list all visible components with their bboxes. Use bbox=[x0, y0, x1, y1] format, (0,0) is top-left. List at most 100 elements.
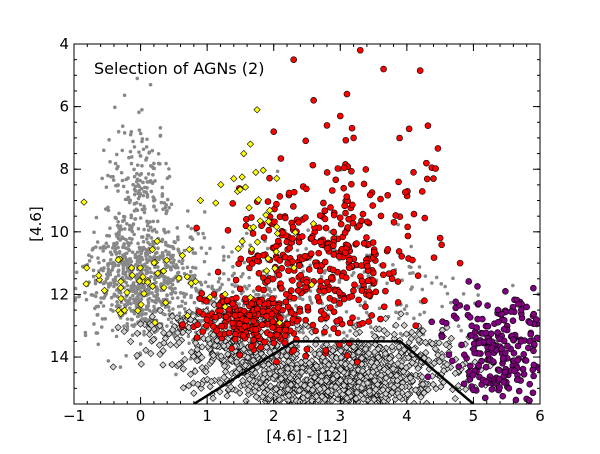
data-point bbox=[283, 315, 288, 319]
data-point bbox=[489, 358, 497, 365]
data-point bbox=[175, 360, 183, 368]
data-point bbox=[322, 347, 330, 354]
data-point bbox=[181, 266, 185, 270]
data-point bbox=[405, 125, 413, 133]
data-point bbox=[264, 198, 272, 205]
data-point bbox=[389, 365, 397, 373]
data-point bbox=[116, 273, 121, 278]
data-point bbox=[223, 392, 231, 400]
data-point bbox=[232, 271, 236, 276]
data-point bbox=[336, 300, 343, 307]
data-point bbox=[239, 377, 247, 385]
data-point bbox=[124, 275, 129, 280]
data-point bbox=[368, 312, 376, 319]
data-point bbox=[395, 343, 403, 351]
data-point bbox=[475, 339, 483, 347]
data-point bbox=[134, 179, 139, 184]
data-point bbox=[220, 282, 224, 287]
data-point bbox=[164, 249, 168, 253]
data-point bbox=[456, 324, 461, 328]
data-point bbox=[421, 338, 430, 347]
data-point bbox=[129, 301, 133, 306]
data-point bbox=[380, 327, 388, 335]
data-point bbox=[195, 308, 203, 315]
data-point bbox=[152, 294, 156, 298]
data-point bbox=[122, 324, 126, 328]
data-point bbox=[308, 386, 317, 394]
data-point bbox=[333, 372, 341, 380]
data-point bbox=[301, 330, 305, 335]
data-point bbox=[354, 366, 362, 374]
data-point bbox=[244, 231, 249, 236]
data-point bbox=[365, 387, 374, 395]
data-point bbox=[235, 260, 242, 267]
data-point bbox=[77, 294, 81, 299]
data-point bbox=[142, 332, 146, 337]
data-point bbox=[114, 323, 122, 332]
data-point bbox=[505, 385, 513, 392]
data-point bbox=[177, 259, 181, 264]
data-point bbox=[285, 267, 292, 274]
data-point bbox=[186, 224, 190, 229]
data-point bbox=[92, 230, 96, 235]
data-point bbox=[144, 257, 149, 261]
data-point bbox=[198, 280, 202, 285]
data-point bbox=[117, 309, 125, 318]
data-point bbox=[134, 254, 139, 259]
data-point bbox=[248, 214, 255, 221]
data-point bbox=[169, 320, 174, 325]
data-point bbox=[117, 211, 121, 216]
data-point bbox=[200, 334, 208, 343]
data-point bbox=[369, 368, 377, 376]
data-point bbox=[121, 184, 126, 189]
data-point bbox=[108, 226, 112, 230]
data-point bbox=[249, 356, 257, 365]
data-point bbox=[263, 313, 270, 320]
data-point bbox=[251, 289, 256, 293]
data-point bbox=[365, 318, 373, 325]
data-point bbox=[328, 333, 332, 338]
data-point bbox=[216, 388, 224, 396]
data-point bbox=[394, 299, 402, 306]
data-point bbox=[99, 325, 104, 329]
data-point bbox=[273, 229, 282, 238]
data-point bbox=[420, 287, 425, 292]
data-point bbox=[271, 264, 279, 272]
data-point bbox=[404, 304, 409, 308]
data-point bbox=[500, 316, 508, 324]
data-point bbox=[166, 276, 170, 280]
data-point bbox=[380, 303, 388, 311]
data-point bbox=[352, 330, 360, 338]
data-point bbox=[402, 330, 411, 338]
data-point bbox=[243, 317, 250, 324]
data-point bbox=[297, 272, 305, 279]
data-point bbox=[294, 303, 298, 308]
data-point bbox=[364, 277, 372, 285]
data-point bbox=[320, 311, 328, 318]
data-point bbox=[127, 200, 132, 205]
data-point bbox=[525, 344, 532, 352]
data-point bbox=[129, 241, 133, 245]
data-point bbox=[156, 151, 161, 156]
data-point bbox=[147, 151, 151, 155]
data-point bbox=[248, 260, 256, 267]
data-point bbox=[379, 271, 387, 279]
data-point bbox=[135, 287, 139, 292]
data-point bbox=[485, 338, 493, 345]
x-tick-label: −1 bbox=[63, 407, 85, 425]
data-point bbox=[274, 304, 282, 311]
data-point bbox=[233, 294, 240, 302]
data-point bbox=[377, 212, 385, 220]
data-point bbox=[216, 280, 221, 284]
data-point bbox=[412, 316, 416, 321]
data-point bbox=[139, 297, 144, 302]
data-point bbox=[513, 376, 521, 383]
data-point bbox=[337, 278, 342, 282]
data-point bbox=[112, 241, 116, 246]
data-point bbox=[430, 281, 434, 285]
data-point bbox=[124, 221, 129, 226]
data-point bbox=[182, 295, 187, 299]
data-point bbox=[109, 307, 113, 312]
data-point bbox=[189, 235, 193, 239]
data-point bbox=[138, 216, 143, 220]
